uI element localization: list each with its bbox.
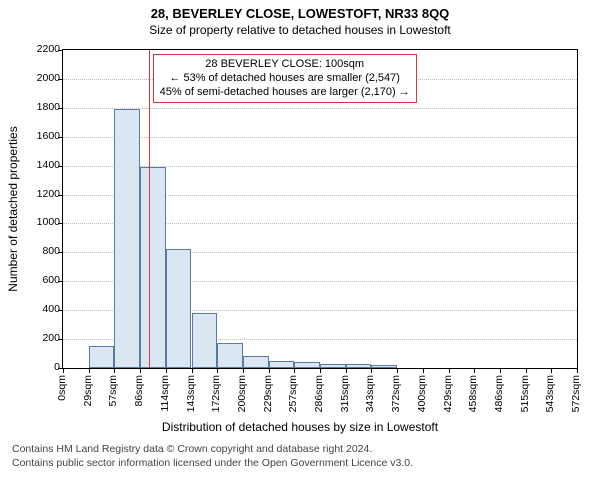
gridline xyxy=(63,137,577,138)
x-tick-mark xyxy=(526,369,527,373)
x-tick-label: 0sqm xyxy=(56,375,68,401)
x-tick-label: 343sqm xyxy=(364,375,376,412)
y-tick-mark xyxy=(58,368,62,369)
x-tick-label: 572sqm xyxy=(570,375,582,412)
annotation-box: 28 BEVERLEY CLOSE: 100sqm ← 53% of detac… xyxy=(153,54,417,103)
footer: Contains HM Land Registry data © Crown c… xyxy=(0,439,600,470)
plot-area: 28 BEVERLEY CLOSE: 100sqm ← 53% of detac… xyxy=(62,49,578,369)
x-tick-mark xyxy=(371,369,372,373)
x-tick-mark xyxy=(243,369,244,373)
annotation-line1: 28 BEVERLEY CLOSE: 100sqm xyxy=(160,58,410,72)
y-tick-mark xyxy=(58,166,62,167)
x-tick-mark xyxy=(294,369,295,373)
y-tick-mark xyxy=(58,252,62,253)
bar xyxy=(89,346,115,368)
x-tick-mark xyxy=(577,369,578,373)
x-tick-label: 515sqm xyxy=(519,375,531,412)
x-tick-label: 458sqm xyxy=(467,375,479,412)
x-tick-label: 229sqm xyxy=(262,375,274,412)
x-tick-label: 486sqm xyxy=(493,375,505,412)
y-tick-label: 200 xyxy=(42,332,60,344)
y-tick-label: 0 xyxy=(54,361,60,373)
histogram-chart: Number of detached properties 0 200 400 600… xyxy=(0,39,600,439)
annotation-line3: 45% of semi-detached houses are larger (… xyxy=(160,86,410,100)
x-tick-label: 400sqm xyxy=(416,375,428,412)
x-tick-label: 286sqm xyxy=(313,375,325,412)
y-tick-mark xyxy=(58,108,62,109)
annotation-line2: ← 53% of detached houses are smaller (2,… xyxy=(160,72,410,86)
x-tick-mark xyxy=(474,369,475,373)
gridline xyxy=(63,108,577,109)
y-tick-mark xyxy=(58,281,62,282)
page-subtitle: Size of property relative to detached ho… xyxy=(0,21,600,39)
y-tick-label: 1400 xyxy=(37,159,60,171)
x-tick-mark xyxy=(449,369,450,373)
y-tick-label: 600 xyxy=(42,274,60,286)
x-tick-label: 57sqm xyxy=(107,375,119,407)
x-tick-mark xyxy=(192,369,193,373)
y-tick-mark xyxy=(58,195,62,196)
y-tick-label: 2000 xyxy=(37,72,60,84)
x-tick-mark xyxy=(500,369,501,373)
x-tick-label: 86sqm xyxy=(133,375,145,407)
y-tick-label: 1600 xyxy=(37,130,60,142)
x-tick-label: 114sqm xyxy=(159,375,171,412)
y-tick-label: 1200 xyxy=(37,188,60,200)
footer-line2: Contains public sector information licen… xyxy=(12,457,588,471)
x-tick-mark xyxy=(89,369,90,373)
y-tick-label: 2200 xyxy=(37,43,60,55)
x-tick-mark xyxy=(423,369,424,373)
x-tick-label: 172sqm xyxy=(210,375,222,412)
page-title: 28, BEVERLEY CLOSE, LOWESTOFT, NR33 8QQ xyxy=(0,0,600,21)
y-tick-label: 1000 xyxy=(37,216,60,228)
x-tick-mark xyxy=(166,369,167,373)
x-tick-mark xyxy=(551,369,552,373)
x-tick-mark xyxy=(217,369,218,373)
property-marker-line xyxy=(149,50,150,368)
y-tick-mark xyxy=(58,50,62,51)
bar xyxy=(371,365,397,368)
x-tick-mark xyxy=(346,369,347,373)
y-tick-mark xyxy=(58,79,62,80)
bar xyxy=(346,364,372,368)
x-axis-title: Distribution of detached houses by size … xyxy=(0,420,600,434)
y-tick-mark xyxy=(58,137,62,138)
y-axis-title: Number of detached properties xyxy=(6,44,20,209)
x-tick-label: 372sqm xyxy=(390,375,402,412)
x-tick-label: 200sqm xyxy=(236,375,248,412)
y-tick-label: 1800 xyxy=(37,101,60,113)
x-tick-mark xyxy=(114,369,115,373)
y-tick-mark xyxy=(58,310,62,311)
x-tick-label: 143sqm xyxy=(185,375,197,412)
bar xyxy=(114,109,140,368)
bar xyxy=(166,249,192,368)
x-tick-label: 29sqm xyxy=(82,375,94,407)
x-tick-mark xyxy=(269,369,270,373)
x-tick-label: 429sqm xyxy=(442,375,454,412)
bar xyxy=(243,356,269,368)
x-tick-label: 257sqm xyxy=(287,375,299,412)
x-tick-mark xyxy=(140,369,141,373)
bar xyxy=(320,364,346,368)
y-tick-mark xyxy=(58,223,62,224)
y-tick-mark xyxy=(58,339,62,340)
x-tick-mark xyxy=(397,369,398,373)
bar xyxy=(140,167,166,368)
footer-line1: Contains HM Land Registry data © Crown c… xyxy=(12,443,588,457)
y-tick-label: 800 xyxy=(42,245,60,257)
bar xyxy=(294,362,320,368)
x-tick-mark xyxy=(320,369,321,373)
y-tick-label: 400 xyxy=(42,303,60,315)
bar xyxy=(192,313,218,368)
bar xyxy=(269,361,295,368)
x-tick-label: 543sqm xyxy=(544,375,556,412)
x-tick-label: 315sqm xyxy=(339,375,351,412)
x-tick-mark xyxy=(63,369,64,373)
bar xyxy=(217,343,243,368)
